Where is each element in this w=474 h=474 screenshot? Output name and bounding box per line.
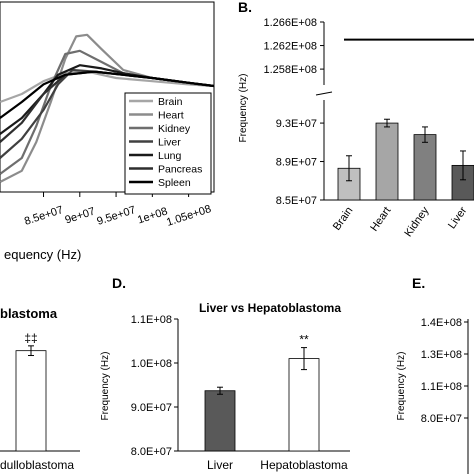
panel-d-title: Liver vs Hepatoblastoma	[199, 301, 341, 315]
y-tick-label: 1.4E+08	[421, 317, 462, 329]
y-tick-label: 1.262E+08	[263, 41, 317, 53]
bar-heart	[375, 122, 399, 201]
x-tick-label: 9.5e+07	[95, 204, 137, 228]
panel-a-plot-frame	[0, 1, 215, 193]
x-tick-label: Liver	[446, 205, 470, 232]
x-tick-label: 8.5e+07	[23, 204, 65, 228]
x-tick-label: 9e+07	[64, 205, 97, 226]
panel-d-label: D.	[112, 275, 126, 291]
legend-entry-spleen: Spleen	[158, 177, 191, 189]
bar-liver	[204, 390, 236, 452]
panel-d-bar-chart: D. Liver vs Hepatoblastoma Frequency (Hz…	[100, 275, 350, 472]
legend-entry-kidney: Kidney	[158, 123, 191, 135]
y-tick-label: 9.3E+07	[276, 118, 317, 130]
panel-b-y-axis-label: Frequency (Hz)	[238, 74, 249, 143]
panel-b-bars: Brain Heart Kidney Liver	[331, 118, 474, 239]
legend-entry-brain: Brain	[158, 96, 183, 108]
panel-b-y-ticks: 8.5E+07 8.9E+07 9.3E+07 1.258E+08 1.262E+08 1…	[263, 17, 324, 207]
panel-c-title: blastoma	[0, 306, 58, 321]
panel-c-bar-chart: blastoma ‡‡ dulloblastoma	[0, 306, 80, 472]
panel-b-label: B.	[238, 0, 252, 15]
x-tick-label: Heart	[368, 205, 393, 234]
panel-b-axis-break	[315, 91, 333, 96]
y-tick-label: 1.1E+08	[131, 314, 172, 326]
legend-entry-heart: Heart	[158, 110, 184, 122]
panel-e-label: E.	[412, 275, 425, 291]
x-tick-label: Kidney	[402, 204, 431, 239]
y-tick-label: 8.9E+07	[276, 157, 317, 169]
y-tick-label: 1.3E+08	[421, 349, 462, 361]
panel-d-y-axis-label: Frequency (Hz)	[100, 352, 111, 421]
y-tick-label: 1.0E+08	[131, 358, 172, 370]
panel-c-bars: ‡‡ dulloblastoma	[0, 331, 74, 472]
y-tick-label: 1.1E+08	[421, 381, 462, 393]
bar-hepatoblastoma	[288, 358, 320, 452]
x-tick-label: 1e+08	[136, 205, 169, 226]
y-tick-label: 8.0E+07	[421, 413, 462, 425]
x-tick-label: Brain	[331, 205, 356, 233]
series-line-spleen	[0, 70, 215, 119]
legend-entry-lung: Lung	[158, 150, 182, 162]
y-tick-label: 8.0E+07	[131, 446, 172, 458]
legend-entry-liver: Liver	[158, 137, 181, 149]
panel-a-series-lines	[0, 33, 215, 183]
panel-b-bar-chart: B. Frequency (Hz) 8.5E+07 8.9E+07 9.3E+07 1…	[238, 0, 474, 239]
panel-a-x-axis-label: equency (Hz)	[4, 247, 81, 262]
bar-medulloblastoma	[15, 350, 47, 452]
y-tick-label: 1.258E+08	[263, 64, 317, 76]
x-tick-label: 1.05e+08	[165, 203, 213, 229]
significance-marker: **	[299, 333, 309, 347]
panel-d-bars: Liver ** Hepatoblastoma	[204, 333, 348, 472]
x-tick-label: dulloblastoma	[0, 458, 74, 472]
y-tick-label: 1.266E+08	[263, 17, 317, 29]
panel-d-y-ticks: 8.0E+07 9.0E+07 1.0E+08 1.1E+08	[131, 314, 178, 458]
y-tick-label: 8.5E+07	[276, 195, 317, 207]
bar-kidney	[413, 134, 437, 201]
legend-box	[124, 92, 212, 195]
x-tick-label: Liver	[207, 458, 233, 472]
panel-e-bar-chart: E. Frequency (Hz) 1.4E+08 1.3E+08 1.1E+08 8…	[396, 275, 469, 474]
panel-e-y-ticks: 1.4E+08 1.3E+08 1.1E+08 8.0E+07	[421, 317, 468, 425]
x-tick-label: Hepatoblastoma	[260, 458, 348, 472]
legend-entry-pancreas: Pancreas	[158, 164, 202, 176]
y-tick-label: 9.0E+07	[131, 402, 172, 414]
significance-marker: ‡‡	[24, 331, 37, 345]
panel-e-y-axis-label: Frequency (Hz)	[396, 352, 407, 421]
